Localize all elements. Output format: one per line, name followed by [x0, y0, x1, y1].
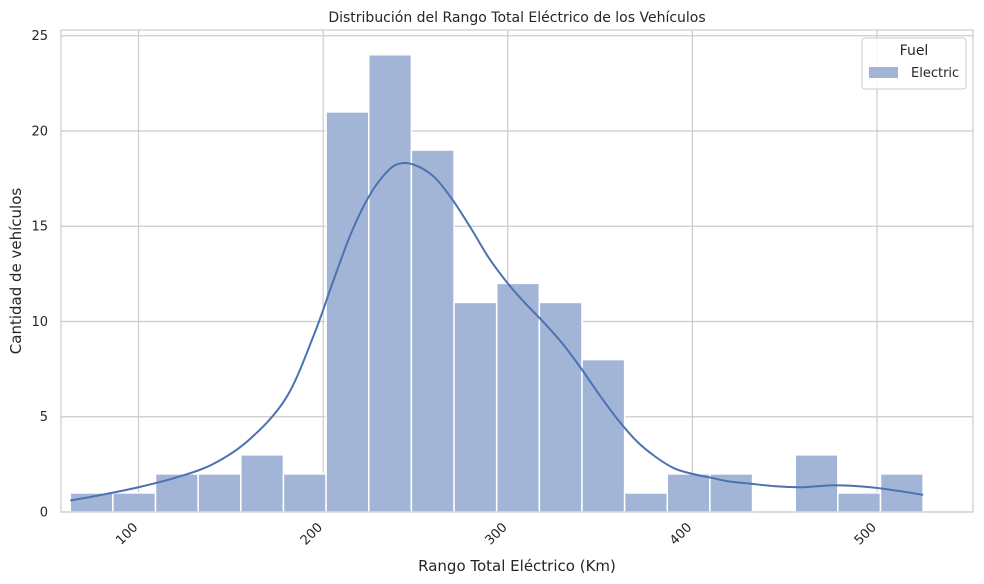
y-axis-ticks: 0 5 10 15 20 25: [31, 29, 48, 520]
x-tick-label-100: 100: [113, 520, 141, 548]
plot-area: [60, 29, 974, 513]
histogram-bar-6: [325, 111, 370, 513]
histogram-bar-13: [623, 492, 669, 513]
grid-lines: [61, 30, 973, 513]
histogram-bar-14: [666, 473, 711, 513]
y-tick-label-5: 5: [40, 410, 48, 425]
histogram-bar-1: [112, 492, 157, 513]
histogram-bar-3: [197, 473, 242, 513]
x-tick-label-500: 500: [852, 520, 880, 548]
y-tick-label-25: 25: [31, 29, 48, 44]
legend: Fuel Electric: [861, 37, 967, 90]
histogram-bar-10: [495, 282, 541, 513]
y-tick-label-10: 10: [31, 315, 48, 330]
histogram-bar-12: [581, 358, 626, 513]
histogram-bar-8: [410, 149, 455, 513]
histogram-bar-2: [154, 473, 199, 513]
y-axis-title: Cantidad de vehículos: [7, 188, 25, 355]
x-tick-label-400: 400: [667, 520, 695, 548]
x-axis-ticks: 100 200 300 400 500: [113, 520, 880, 548]
histogram-bar-17: [794, 454, 839, 513]
x-axis-title: Rango Total Eléctrico (Km): [418, 557, 616, 575]
x-tick-label-200: 200: [298, 520, 326, 548]
legend-label-electric: Electric: [911, 66, 959, 81]
histogram-bar-5: [282, 473, 327, 513]
y-tick-label-0: 0: [40, 506, 48, 521]
histogram-bar-11: [538, 301, 583, 513]
histogram-bar-9: [453, 301, 498, 513]
legend-title: Fuel: [900, 43, 929, 59]
x-tick-label-300: 300: [482, 520, 510, 548]
histogram-bar-7: [368, 54, 413, 513]
histogram-bar-4: [240, 454, 285, 513]
y-tick-label-20: 20: [31, 124, 48, 139]
chart-title: Distribución del Rango Total Eléctrico d…: [328, 10, 705, 26]
legend-swatch-electric: [869, 67, 898, 78]
histogram-bars: [69, 54, 924, 513]
plot-frame: [60, 29, 974, 513]
histogram-bar-18: [837, 492, 882, 513]
kde-curve: [70, 161, 924, 502]
y-tick-label-15: 15: [31, 220, 48, 235]
